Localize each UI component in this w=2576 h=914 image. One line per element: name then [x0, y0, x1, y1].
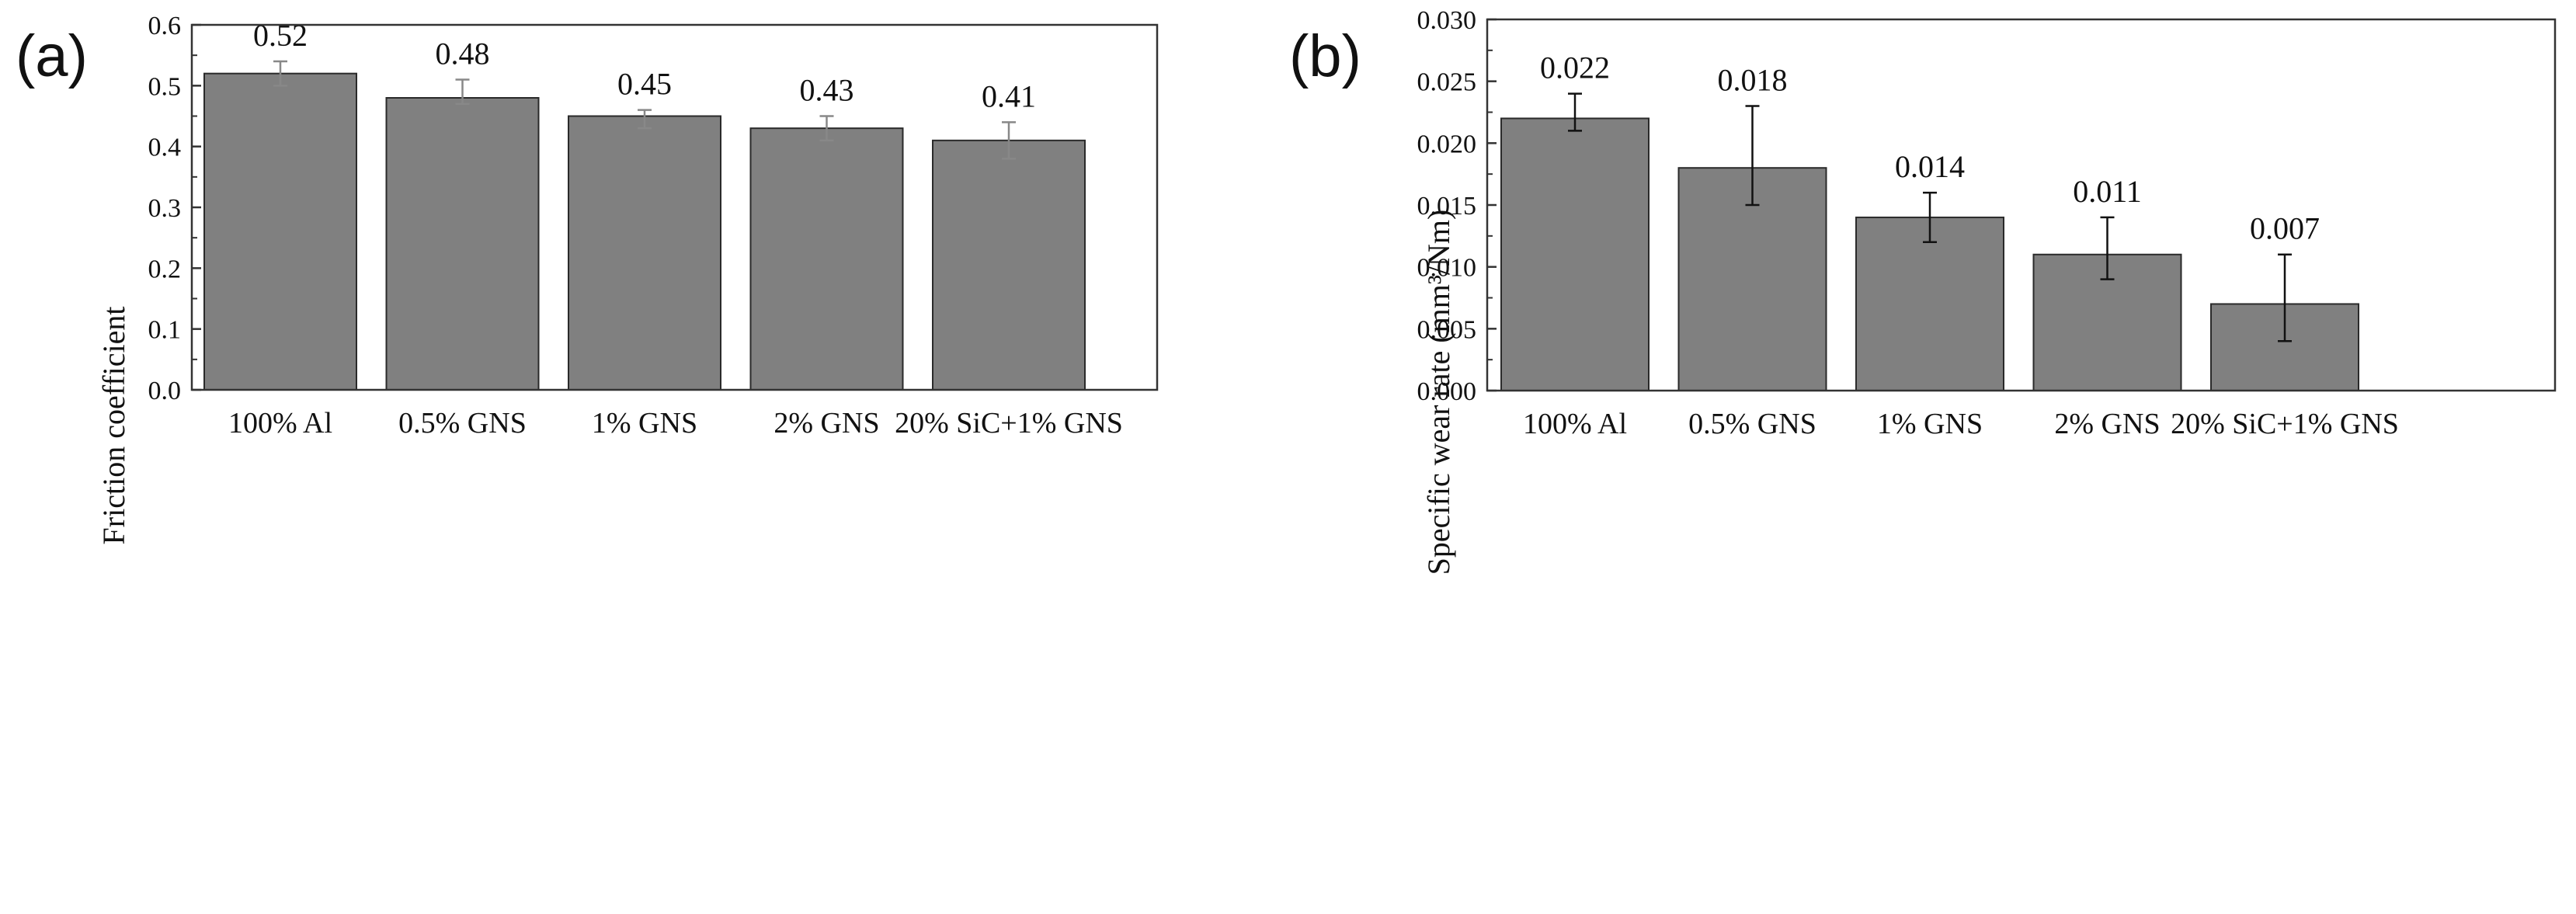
error-bar-a-1 [273, 60, 287, 87]
y-tick-label-b-2: 0.005 [1417, 315, 1477, 344]
chart-panel-a: (a) Friction coefficient 0.52 0.48 0.45 0.4… [16, 12, 1159, 545]
bar-b-3 [1855, 216, 2004, 391]
error-bar-a-2 [455, 78, 470, 106]
data-label-a-5: 0.41 [982, 78, 1036, 113]
bar-a-1 [203, 72, 357, 391]
error-bar-a-5 [1002, 121, 1016, 160]
y-ticks-a: 0.0 0.1 0.2 0.3 0.4 0.5 0.6 [148, 12, 201, 405]
y-tick-label-a-5: 0.4 [148, 134, 182, 162]
x-tick-label-b-4: 2% GNS [2054, 408, 2160, 440]
data-label-b-1: 0.022 [1540, 50, 1610, 85]
error-bar-a-3 [638, 109, 652, 130]
data-label-a-1: 0.52 [253, 18, 308, 53]
error-bars-a [273, 60, 1016, 160]
x-tick-label-b-5: 20% SiC+1% GNS [2171, 408, 2399, 440]
y-tick-label-a-1: 0.0 [148, 377, 182, 405]
data-label-b-4: 0.011 [2073, 174, 2142, 209]
bar-b-1 [1500, 117, 1650, 391]
y-axis-label-b: Specific wear rate (mm³/Nm) [1421, 210, 1456, 575]
panel-label-a: (a) [16, 23, 88, 89]
x-tick-label-b-2: 0.5% GNS [1688, 408, 1816, 440]
data-label-a-3: 0.45 [617, 67, 672, 102]
y-tick-label-a-7: 0.6 [148, 12, 182, 40]
y-tick-label-a-4: 0.3 [148, 194, 182, 223]
y-tick-label-b-7: 0.030 [1417, 6, 1477, 35]
data-label-a-2: 0.48 [436, 36, 490, 71]
bar-a-5 [932, 139, 1086, 391]
x-tick-label-b-3: 1% GNS [1877, 408, 1983, 440]
x-ticks-a: 100% Al 0.5% GNS 1% GNS 2% GNS 20% SiC+1% GN… [228, 407, 1123, 440]
data-labels-b: 0.022 0.018 0.014 0.011 0.007 [1540, 50, 2320, 246]
x-tick-label-a-1: 100% Al [228, 407, 332, 440]
x-tick-label-b-1: 100% Al [1523, 408, 1627, 440]
error-bar-b-2 [1745, 105, 1760, 207]
x-tick-label-a-5: 20% SiC+1% GNS [895, 407, 1123, 440]
data-label-b-5: 0.007 [2250, 211, 2320, 246]
y-axis-label-a: Friction coefficient [96, 307, 131, 545]
data-label-b-2: 0.018 [1718, 63, 1788, 98]
error-bar-a-4 [819, 115, 834, 142]
x-ticks-b: 100% Al 0.5% GNS 1% GNS 2% GNS 20% SiC+1% GN… [1523, 408, 2399, 440]
bar-a-4 [749, 127, 904, 391]
y-tick-label-b-5: 0.020 [1417, 130, 1477, 158]
y-tick-label-b-1: 0.000 [1417, 377, 1477, 406]
y-tick-label-b-3: 0.010 [1417, 254, 1477, 283]
data-labels-a: 0.52 0.48 0.45 0.43 0.41 [253, 18, 1036, 113]
y-tick-label-a-6: 0.5 [148, 72, 182, 101]
bar-a-3 [568, 115, 721, 391]
x-tick-label-a-2: 0.5% GNS [398, 407, 527, 440]
panel-label-b: (b) [1289, 23, 1361, 89]
bar-a-2 [385, 97, 540, 391]
error-bar-b-3 [1923, 191, 1937, 244]
error-bars-b [1568, 92, 2292, 342]
chart-panel-b: (b) Specific wear rate (mm³/Nm) 0.022 0.0… [1289, 6, 2557, 575]
error-bar-b-1 [1568, 92, 1582, 132]
y-tick-label-a-2: 0.1 [148, 316, 182, 345]
y-tick-label-a-3: 0.2 [148, 255, 182, 283]
error-bar-b-4 [2100, 216, 2115, 280]
data-label-a-4: 0.43 [800, 73, 854, 108]
y-ticks-b: 0.000 0.005 0.010 0.015 0.020 0.025 0.030 [1417, 6, 1497, 406]
x-tick-label-a-4: 2% GNS [773, 407, 879, 440]
x-tick-label-a-3: 1% GNS [592, 407, 697, 440]
error-bar-b-5 [2278, 253, 2292, 342]
y-tick-label-b-4: 0.015 [1417, 192, 1477, 221]
data-label-b-3: 0.014 [1895, 149, 1965, 184]
y-axis-label-b-text: Specific wear rate (mm³/Nm) [1421, 210, 1456, 575]
y-tick-label-b-6: 0.025 [1417, 68, 1477, 97]
